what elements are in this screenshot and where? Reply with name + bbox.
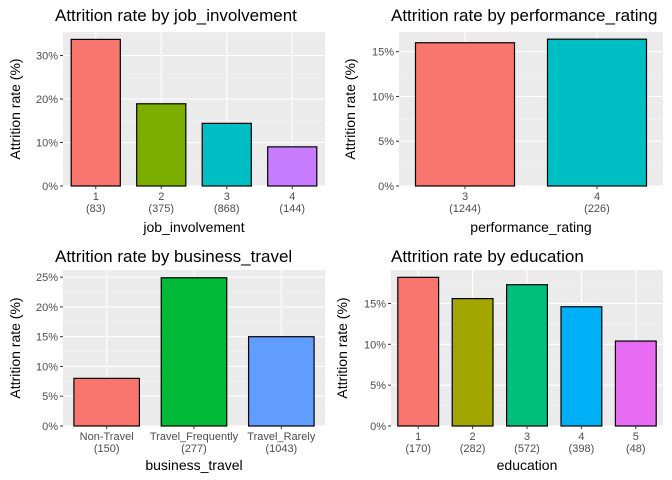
x-tick-count-label: (572)	[514, 443, 540, 455]
x-tick-label: 2	[158, 191, 164, 203]
x-tick-count-label: (150)	[94, 443, 120, 455]
x-tick-count-label: (1043)	[265, 443, 297, 455]
y-tick-label: 10%	[36, 137, 58, 149]
y-axis-title: Attrition rate (%)	[334, 297, 350, 398]
chart-panel-3: 0% 5% 10% 15% 20% 25% Non-Travel(150) Travel_Fr…	[7, 247, 325, 473]
x-tick-count-label: (1244)	[449, 203, 481, 215]
x-tick-label: Travel_Rarely	[247, 431, 316, 443]
bar-3	[414, 42, 516, 187]
y-tick-label: 20%	[36, 94, 58, 106]
bar-4	[267, 146, 318, 187]
x-tick-count-label: (282)	[460, 443, 486, 455]
x-tick-label: 1	[415, 431, 421, 443]
x-tick-label: 3	[462, 191, 468, 203]
x-tick-label: 4	[594, 191, 600, 203]
y-tick-label: 5%	[42, 391, 58, 403]
x-axis-title: education	[497, 457, 558, 473]
y-tick-label: 10%	[364, 339, 386, 351]
x-tick-label: Non-Travel	[80, 431, 134, 443]
y-tick-label: 0%	[370, 421, 386, 433]
x-tick-count-label: (226)	[584, 203, 610, 215]
x-tick-label: Travel_Frequently	[150, 431, 239, 443]
y-tick-label: 0%	[42, 421, 58, 433]
y-tick-label: 15%	[372, 47, 394, 59]
y-tick-label: 15%	[364, 298, 386, 310]
chart-panel-1: 0% 10% 20% 30% 1(83) 2(375) 3(868) 4(144) Attrit…	[7, 6, 325, 235]
bar-1	[70, 38, 121, 187]
y-tick-label: 0%	[42, 181, 58, 193]
bar-1	[397, 276, 440, 427]
chart-title: Attrition rate by business_travel	[55, 247, 292, 266]
chart-title: Attrition rate by job_involvement	[55, 6, 297, 25]
bar-4	[560, 306, 603, 427]
x-tick-label: 2	[470, 431, 476, 443]
x-tick-count-label: (144)	[279, 203, 305, 215]
x-tick-count-label: (868)	[214, 203, 240, 215]
chart-panel-4: 0% 5% 10% 15% 1(170) 2(282) 3(572) 4(398) 5(48) A…	[334, 247, 663, 473]
x-tick-count-label: (277)	[181, 443, 207, 455]
y-axis-title: Attrition rate (%)	[7, 297, 23, 398]
x-tick-label: 5	[633, 431, 639, 443]
chart-panel-2: 0% 5% 10% 15% 3(1244) 4(226) Attrition rate by…	[342, 6, 663, 235]
bar-3	[506, 284, 549, 427]
x-tick-count-label: (170)	[405, 443, 431, 455]
x-axis-title: job_involvement	[142, 219, 244, 235]
x-tick-label: 3	[224, 191, 230, 203]
x-tick-label: 1	[93, 191, 99, 203]
y-tick-label: 0%	[378, 181, 394, 193]
bar-4	[546, 38, 648, 187]
chart-title: Attrition rate by education	[391, 247, 584, 266]
bar-Travel_Rarely	[247, 336, 315, 427]
bar-2	[451, 297, 494, 427]
x-tick-label: 4	[289, 191, 295, 203]
x-tick-count-label: (398)	[569, 443, 595, 455]
y-axis-title: Attrition rate (%)	[7, 58, 23, 159]
y-tick-label: 20%	[36, 302, 58, 314]
bar-Non-Travel	[73, 377, 141, 427]
bar-3	[201, 122, 252, 187]
bar-Travel_Frequently	[160, 277, 228, 427]
y-tick-label: 15%	[36, 332, 58, 344]
bar-5	[614, 340, 657, 427]
x-tick-count-label: (48)	[626, 443, 646, 455]
x-tick-count-label: (375)	[148, 203, 174, 215]
bar-2	[136, 103, 187, 187]
y-tick-label: 5%	[370, 380, 386, 392]
y-axis-title: Attrition rate (%)	[342, 58, 358, 159]
y-tick-label: 25%	[36, 272, 58, 284]
x-tick-label: 3	[524, 431, 530, 443]
y-tick-label: 10%	[36, 361, 58, 373]
y-tick-label: 10%	[372, 91, 394, 103]
chart-title: Attrition rate by performance_rating	[391, 6, 657, 25]
y-tick-label: 30%	[36, 50, 58, 62]
y-tick-label: 5%	[378, 136, 394, 148]
x-axis-title: business_travel	[145, 457, 242, 473]
x-axis-title: performance_rating	[470, 219, 591, 235]
x-tick-label: 4	[578, 431, 584, 443]
x-tick-count-label: (83)	[86, 203, 106, 215]
